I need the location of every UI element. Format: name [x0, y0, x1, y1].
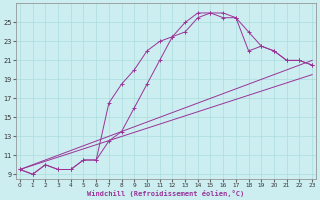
X-axis label: Windchill (Refroidissement éolien,°C): Windchill (Refroidissement éolien,°C): [87, 190, 245, 197]
